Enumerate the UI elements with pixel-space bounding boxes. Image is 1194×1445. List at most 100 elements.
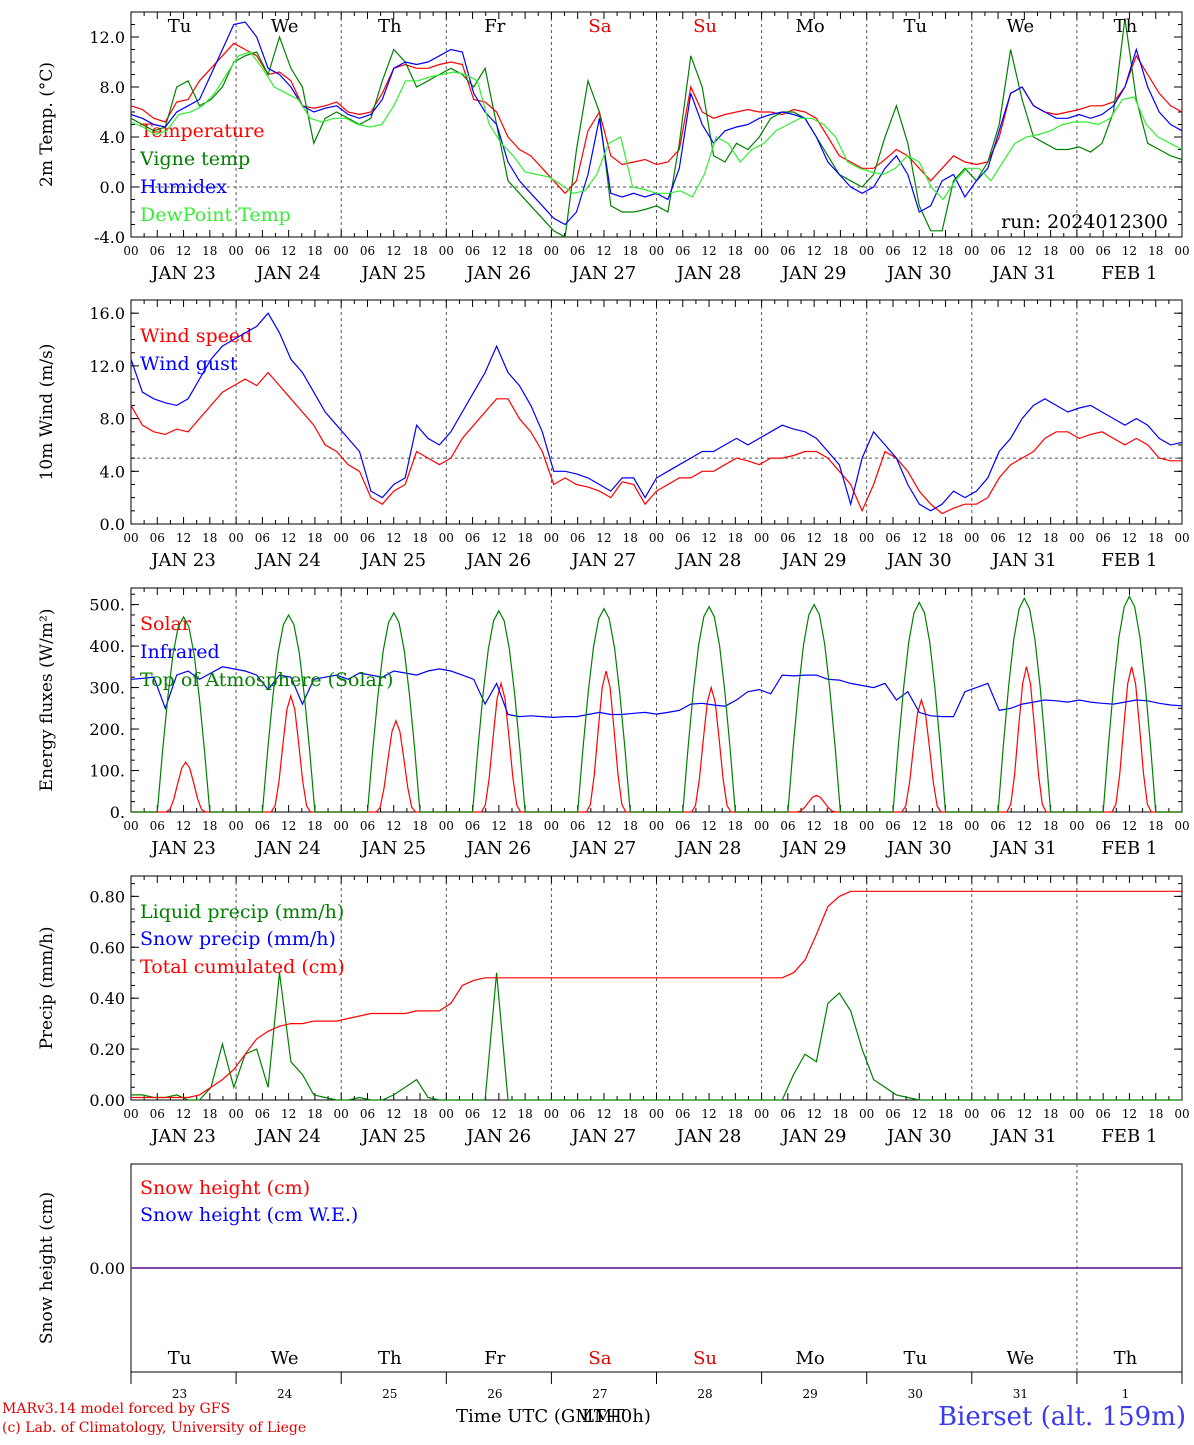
day-label: JAN 28 (675, 1126, 742, 1147)
hour-label: 12 (491, 1107, 506, 1121)
day-label: JAN 26 (465, 838, 532, 859)
hour-label: 18 (833, 819, 848, 833)
hour-label: 12 (491, 244, 506, 258)
hour-label: 06 (570, 531, 585, 545)
hour-label: 00 (228, 531, 243, 545)
hour-label: 18 (623, 1107, 638, 1121)
hour-label: 18 (728, 1107, 743, 1121)
hour-label: 06 (1096, 1107, 1111, 1121)
hour-label: 18 (202, 244, 217, 258)
hour-label: 00 (649, 531, 664, 545)
hour-label: 00 (964, 1107, 979, 1121)
day-label: JAN 30 (885, 838, 952, 859)
day-label: JAN 27 (570, 838, 637, 859)
hour-label: 06 (570, 244, 585, 258)
hour-label: 18 (833, 1107, 848, 1121)
day-label: JAN 24 (254, 838, 321, 859)
hour-label: 00 (123, 1107, 138, 1121)
y-tick-label: 12.0 (89, 357, 125, 376)
day-label: JAN 24 (254, 1126, 321, 1147)
legend-entry: Total cumulated (cm) (140, 956, 345, 978)
day-number: 1 (1122, 1387, 1130, 1401)
hour-label: 00 (1069, 244, 1084, 258)
legend-entry: Wind gust (140, 353, 238, 375)
day-label: JAN 26 (465, 550, 532, 571)
day-name-bottom: Su (693, 1348, 717, 1369)
day-name-bottom: Th (378, 1348, 402, 1369)
day-label: JAN 26 (465, 263, 532, 284)
series-line-liquid-precip-mm-h- (131, 972, 1182, 1101)
hour-label: 18 (1043, 531, 1058, 545)
day-label: JAN 27 (570, 1126, 637, 1147)
hour-label: 12 (281, 1107, 296, 1121)
hour-label: 12 (176, 1107, 191, 1121)
hour-label: 12 (386, 819, 401, 833)
hour-label: 00 (754, 531, 769, 545)
day-label: JAN 31 (990, 838, 1057, 859)
day-name: We (1007, 16, 1035, 37)
hour-label: 00 (1174, 244, 1189, 258)
hour-label: 00 (649, 244, 664, 258)
hour-label: 12 (1017, 244, 1032, 258)
hour-label: 12 (596, 1107, 611, 1121)
hour-label: 00 (964, 531, 979, 545)
hour-label: 12 (807, 819, 822, 833)
day-name-bottom: We (1007, 1348, 1035, 1369)
hour-label: 06 (255, 244, 270, 258)
day-number: 28 (697, 1387, 712, 1401)
hour-label: 12 (281, 531, 296, 545)
day-name-bottom: Sa (588, 1348, 611, 1369)
hour-label: 00 (439, 819, 454, 833)
hour-label: 18 (833, 531, 848, 545)
hour-label: 00 (228, 244, 243, 258)
hour-label: 06 (990, 244, 1005, 258)
day-label: JAN 28 (675, 838, 742, 859)
y-tick-label: 400. (89, 637, 125, 656)
day-label: JAN 27 (570, 550, 637, 571)
hour-label: 12 (701, 819, 716, 833)
station-name: Bierset (alt. 159m) (937, 1402, 1186, 1432)
legend-entry: Humidex (140, 176, 227, 198)
hour-label: 06 (990, 531, 1005, 545)
legend-entry: Snow precip (mm/h) (140, 928, 336, 950)
day-number: 23 (172, 1387, 187, 1401)
day-label: JAN 24 (254, 263, 321, 284)
y-tick-label: 0.00 (89, 1091, 125, 1110)
y-tick-label: 300. (89, 679, 125, 698)
hour-label: 00 (649, 1107, 664, 1121)
hour-label: 18 (517, 244, 532, 258)
hour-label: 06 (780, 819, 795, 833)
hour-label: 06 (360, 1107, 375, 1121)
hour-label: 12 (701, 1107, 716, 1121)
y-tick-label: 0.00 (89, 1259, 125, 1278)
hour-label: 12 (491, 819, 506, 833)
hour-label: 18 (623, 244, 638, 258)
hour-label: 06 (675, 244, 690, 258)
day-number: 30 (908, 1387, 923, 1401)
hour-label: 00 (123, 531, 138, 545)
hour-label: 06 (1096, 819, 1111, 833)
hour-label: 12 (701, 531, 716, 545)
legend-entry: Snow height (cm W.E.) (140, 1204, 358, 1226)
day-name-bottom: We (271, 1348, 299, 1369)
hour-label: 12 (491, 531, 506, 545)
day-label: JAN 25 (359, 550, 426, 571)
hour-label: 18 (202, 1107, 217, 1121)
legend-entry: Snow height (cm) (140, 1177, 310, 1199)
hour-label: 18 (307, 244, 322, 258)
day-label: JAN 27 (570, 263, 637, 284)
day-label: JAN 28 (675, 263, 742, 284)
hour-label: 18 (1043, 1107, 1058, 1121)
day-number: 27 (592, 1387, 607, 1401)
y-axis-label: 2m Temp. (°C) (37, 62, 57, 187)
day-name: Sa (588, 16, 611, 37)
day-name-bottom: Th (1114, 1348, 1138, 1369)
day-label: JAN 24 (254, 550, 321, 571)
hour-label: 00 (754, 244, 769, 258)
y-tick-label: 200. (89, 720, 125, 739)
hour-label: 18 (202, 531, 217, 545)
hour-label: 06 (885, 819, 900, 833)
day-name: Th (378, 16, 402, 37)
hour-label: 12 (596, 531, 611, 545)
